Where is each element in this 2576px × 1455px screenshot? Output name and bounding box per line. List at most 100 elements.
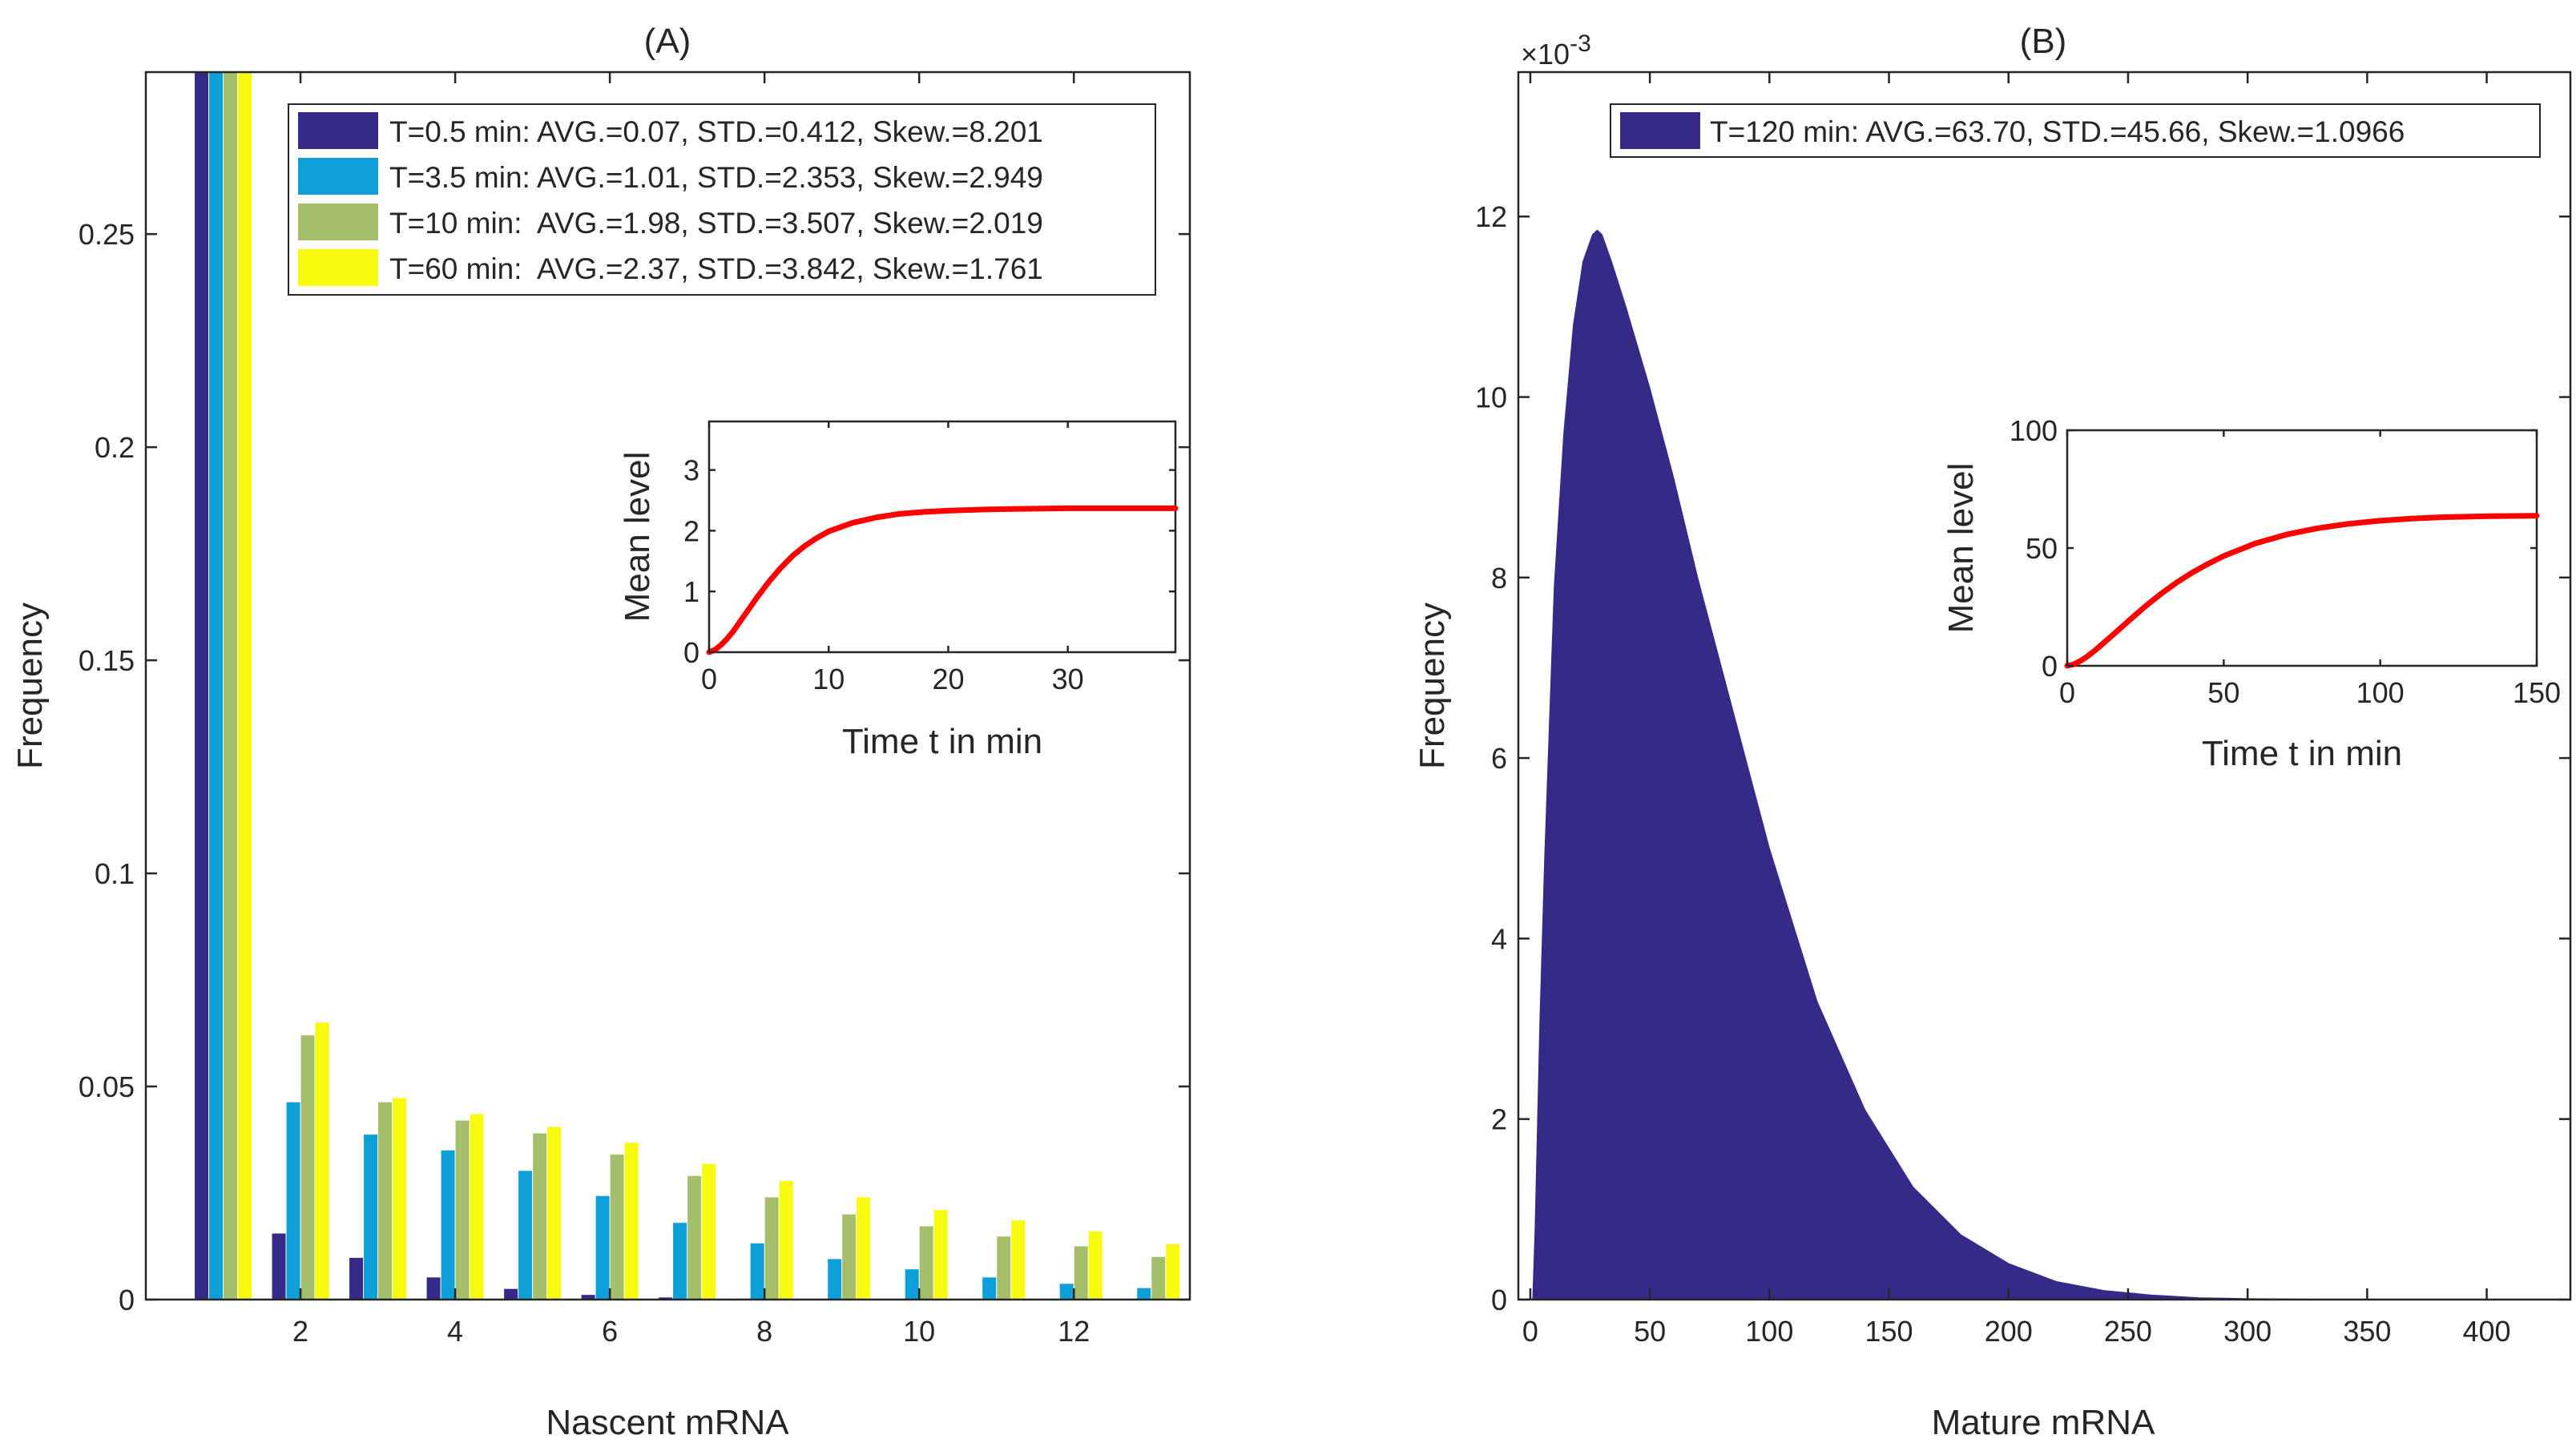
bar-t-3-5-min <box>364 1135 378 1300</box>
panel-b-x-tick-label: 150 <box>1864 1315 1913 1348</box>
bar-t-3-5-min <box>595 1195 610 1300</box>
bar-t-10-min <box>764 1197 779 1300</box>
panel-b-x-tick-label: 250 <box>2104 1315 2152 1348</box>
panel-a-title: (A) <box>644 22 691 61</box>
panel-b-inset-y-tick-label: 0 <box>2042 650 2058 683</box>
legend-swatch-t05 <box>298 112 378 149</box>
panel-b-x-tick-label: 300 <box>2223 1315 2272 1348</box>
bar-t-0-5-min <box>659 1297 673 1300</box>
bar-t-10-min <box>997 1236 1011 1300</box>
bar-t-3-5-min <box>673 1223 687 1300</box>
bar-t-0-5-min <box>349 1257 364 1300</box>
bar-t-60-min <box>547 1127 562 1300</box>
bar-t-60-min <box>779 1181 793 1300</box>
bar-t-0-5-min <box>272 1233 286 1300</box>
panel-a-x-tick-label: 8 <box>756 1315 772 1348</box>
bar-t-3-5-min <box>1059 1284 1074 1300</box>
panel-a-inset-y-tick-label: 0 <box>683 636 699 669</box>
panel-b-exponent: ×10-3 <box>1521 30 1591 71</box>
panel-b-inset-x-label: Time t in min <box>2202 734 2402 773</box>
bar-t-60-min <box>624 1143 639 1300</box>
panel-a-inset-x-tick-label: 20 <box>932 663 964 695</box>
bar-t-60-min <box>315 1022 329 1300</box>
panel-a-y-tick-label: 0.05 <box>79 1070 135 1103</box>
panel-b-y-tick-label: 12 <box>1475 200 1507 233</box>
bar-t-10-min <box>610 1155 624 1300</box>
panel-a-x-axis-label: Nascent mRNA <box>546 1403 789 1442</box>
panel-a-legend-box <box>288 103 1156 296</box>
panel-b-x-tick-label: 350 <box>2343 1315 2391 1348</box>
panel-b-inset-y-label: Mean level <box>1941 463 1981 634</box>
bar-t-3-5-min <box>209 72 224 1300</box>
bar-t-0-5-min <box>426 1277 441 1300</box>
legend-swatch-t120 <box>1620 112 1700 149</box>
panel-a-inset-content: 0 10 20 30 0 1 2 3 <box>683 421 1179 695</box>
panel-a-x-tick-label: 6 <box>602 1315 618 1348</box>
panel-b-inset-y-tick-label: 100 <box>2010 414 2058 447</box>
panel-b-y-axis-label: Frequency <box>1413 603 1452 769</box>
panel-b-exponent-base: ×10 <box>1521 38 1570 71</box>
bar-t-10-min <box>455 1120 470 1300</box>
bar-t-10-min <box>1151 1256 1166 1300</box>
bar-t-10-min <box>842 1214 857 1300</box>
legend-label-t05: T=0.5 min: AVG.=0.07, STD.=0.412, Skew.=… <box>389 115 1043 148</box>
legend-label-t60: T=60 min: AVG.=2.37, STD.=3.842, Skew.=1… <box>389 252 1043 285</box>
panel-a-inset-plot-area <box>707 420 1177 654</box>
panel-a-inset-x-label: Time t in min <box>842 722 1042 761</box>
bar-t-3-5-min <box>286 1102 300 1300</box>
legend-label-t120: T=120 min: AVG.=63.70, STD.=45.66, Skew.… <box>1710 115 2405 148</box>
legend-swatch-t10 <box>298 204 378 240</box>
panel-b: 0 50 100 150 200 250 300 350 400 0 2 4 6 8 10 12 (B) Ma… <box>1413 22 2572 1442</box>
bar-t-10-min <box>533 1133 547 1300</box>
legend-swatch-t35 <box>298 158 378 195</box>
panel-a-inset-y-tick-label: 3 <box>683 454 699 487</box>
panel-b-y-tick-label: 10 <box>1475 381 1507 414</box>
panel-a-x-tick-label: 4 <box>447 1315 463 1348</box>
panel-b-y-tick-label: 0 <box>1491 1284 1507 1316</box>
bar-t-10-min <box>687 1175 702 1300</box>
panel-a-inset-x-tick-label: 0 <box>701 663 717 695</box>
panel-b-legend-box <box>1610 103 2541 158</box>
panel-a-y-axis-label: Frequency <box>10 603 50 769</box>
bar-t-60-min <box>470 1114 484 1300</box>
panel-b-x-tick-label: 100 <box>1745 1315 1793 1348</box>
bar-t-3-5-min <box>750 1243 764 1300</box>
panel-a-x-tick-label: 12 <box>1058 1315 1090 1348</box>
panel-a-inset-x-tick-label: 10 <box>812 663 845 695</box>
panel-a-y-tick-label: 0.1 <box>95 857 135 890</box>
panel-a-y-tick-label: 0.25 <box>79 218 135 251</box>
legend-label-t10: T=10 min: AVG.=1.98, STD.=3.507, Skew.=2… <box>389 207 1043 240</box>
panel-a-legend: T=0.5 min: AVG.=0.07, STD.=0.412, Skew.=… <box>288 103 1156 296</box>
panel-b-exponent-power: -3 <box>1570 30 1591 57</box>
panel-b-inset-y-tick-label: 50 <box>2026 532 2058 565</box>
panel-b-y-tick-label: 8 <box>1491 562 1507 594</box>
bar-t-60-min <box>1088 1231 1103 1300</box>
bar-t-10-min <box>300 1035 315 1300</box>
panel-b-x-tick-label: 200 <box>1985 1315 2033 1348</box>
panel-a-inset-y-tick-label: 2 <box>683 514 699 547</box>
panel-b-title: (B) <box>2020 22 2067 61</box>
panel-b-inset-content: 0 50 100 150 0 50 100 <box>2010 414 2561 709</box>
panel-a-x-tick-label: 2 <box>292 1315 308 1348</box>
panel-a-axes-box <box>144 71 1191 1301</box>
panel-a-inset-y-label: Mean level <box>618 452 657 623</box>
panel-a-bars <box>146 72 1190 1300</box>
legend-label-t35: T=3.5 min: AVG.=1.01, STD.=2.353, Skew.=… <box>389 161 1043 194</box>
panel-b-x-tick-label: 50 <box>1634 1315 1666 1348</box>
bar-t-3-5-min <box>982 1277 997 1300</box>
panel-b-y-tick-label: 4 <box>1491 922 1507 955</box>
panel-a-inset-x-tick-label: 30 <box>1052 663 1084 695</box>
bar-t-10-min <box>224 72 238 1300</box>
bar-t-3-5-min <box>441 1150 455 1300</box>
bar-t-0-5-min <box>504 1288 518 1300</box>
panel-b-x-axis-label: Mature mRNA <box>1932 1403 2155 1442</box>
bar-t-10-min <box>378 1102 393 1300</box>
panel-b-inset-x-tick-label: 0 <box>2059 676 2075 709</box>
bar-t-3-5-min <box>1137 1288 1151 1300</box>
bar-t-10-min <box>1074 1246 1088 1300</box>
bar-t-10-min <box>919 1226 933 1300</box>
bar-t-60-min <box>393 1098 407 1300</box>
bar-t-3-5-min <box>905 1269 919 1300</box>
